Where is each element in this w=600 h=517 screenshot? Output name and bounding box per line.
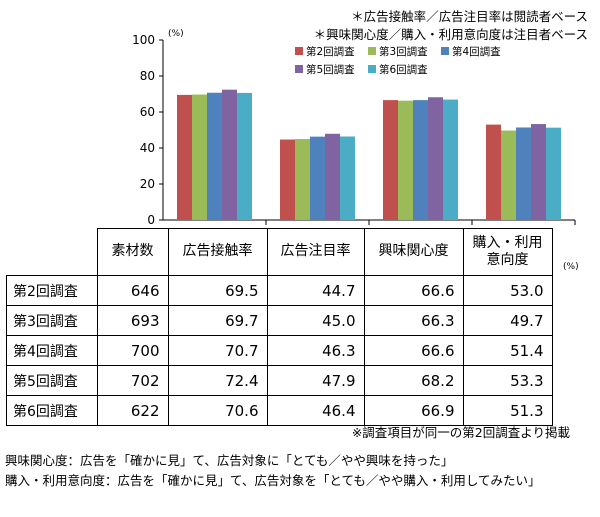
footnote: ※調査項目が同一の第2回調査より掲載 [351,425,570,440]
y-tick-label: 40 [140,141,155,155]
table-cell: 51.4 [462,335,553,366]
bar [486,124,501,220]
bar [192,94,207,220]
definition-purchase-intent: 購入・利用意向度：広告を「確かに見」て、広告対象を「とても／やや購入・利用してみ… [5,473,541,488]
table-cell: 70.6 [167,395,268,426]
bar [398,100,413,220]
table-row: 第2回調査 646 69.5 44.7 66.6 53.0 [6,275,553,306]
y-tick-label: 60 [140,105,155,119]
table-cell: 622 [96,395,169,426]
bar [177,94,192,220]
table-cell: 46.4 [266,395,365,426]
table-header-cell: 広告接触率 [167,228,268,276]
table-cell: 66.9 [363,395,464,426]
table-header-cell: 購入・利用 意向度 [462,228,553,276]
bar [501,130,516,220]
note-top-2: ＊興味関心度／購入・利用意向度は注目者ベース [313,27,588,42]
table-row-label: 第6回調査 [6,395,98,426]
table-cell: 66.6 [363,335,464,366]
y-unit-label: (%) [168,29,184,39]
table-cell: 700 [96,335,169,366]
table-cell: 44.7 [266,275,365,306]
y-tick-label: 100 [132,33,155,47]
table-cell: 53.3 [462,365,553,396]
bar [237,92,252,220]
note-top-1: ＊広告接触率／広告注目率は閲読者ベース [351,9,588,24]
table-row: 第6回調査 622 70.6 46.4 66.9 51.3 [6,395,553,426]
table-unit-label: (%) [563,262,579,272]
bar [280,139,295,220]
legend-label: 第6回調査 [379,63,428,76]
table-header-cell: 広告注目率 [266,228,365,276]
table-cell: 69.5 [167,275,268,306]
table-cell: 70.7 [167,335,268,366]
legend-swatch [368,65,376,73]
table-cell: 47.9 [266,365,365,396]
table-corner [6,228,98,276]
table-cell: 72.4 [167,365,268,396]
table-header-row: 素材数 広告接触率 広告注目率 興味関心度 購入・利用 意向度 [6,228,553,276]
definition-interest: 興味関心度：広告を「確かに見」て、広告対象に「とても／やや興味を持った」 [5,453,454,468]
table-cell: 45.0 [266,305,365,336]
bar [516,127,531,220]
table-cell: 49.7 [462,305,553,336]
legend-label: 第2回調査 [306,45,355,58]
table-cell: 46.3 [266,335,365,366]
bar [443,99,458,220]
bar [340,136,355,220]
table-row-label: 第2回調査 [6,275,98,306]
legend-swatch [441,47,449,55]
table-row: 第3回調査 693 69.7 45.0 66.3 49.7 [6,305,553,336]
table-cell: 702 [96,365,169,396]
table-row: 第4回調査 700 70.7 46.3 66.6 51.4 [6,335,553,366]
bar [207,92,222,220]
legend-swatch [295,47,303,55]
legend-label: 第3回調査 [379,45,428,58]
table-row-label: 第4回調査 [6,335,98,366]
bar [546,127,561,220]
legend-label: 第4回調査 [452,45,501,58]
y-tick-label: 20 [140,177,155,191]
table-cell: 66.6 [363,275,464,306]
bar [413,100,428,220]
legend-label: 第5回調査 [306,63,355,76]
bar [531,124,546,220]
table-cell: 69.7 [167,305,268,336]
y-tick-label: 80 [140,69,155,83]
table-header-cell: 素材数 [96,228,169,276]
table-cell: 68.2 [363,365,464,396]
table-header-cell: 興味関心度 [363,228,464,276]
bar [428,97,443,220]
bar [383,100,398,220]
table-cell: 66.3 [363,305,464,336]
table-row-label: 第5回調査 [6,365,98,396]
table-cell: 51.3 [462,395,553,426]
table-cell: 646 [96,275,169,306]
data-table: 素材数 広告接触率 広告注目率 興味関心度 購入・利用 意向度 第2回調査 646… [6,228,553,426]
table-cell: 53.0 [462,275,553,306]
bar [310,136,325,220]
table-row: 第5回調査 702 72.4 47.9 68.2 53.3 [6,365,553,396]
table-cell: 693 [96,305,169,336]
table-row-label: 第3回調査 [6,305,98,336]
y-tick-label: 0 [147,213,155,227]
bar [325,133,340,220]
legend-swatch [295,65,303,73]
legend-swatch [368,47,376,55]
bar [222,89,237,221]
bar [295,139,310,220]
